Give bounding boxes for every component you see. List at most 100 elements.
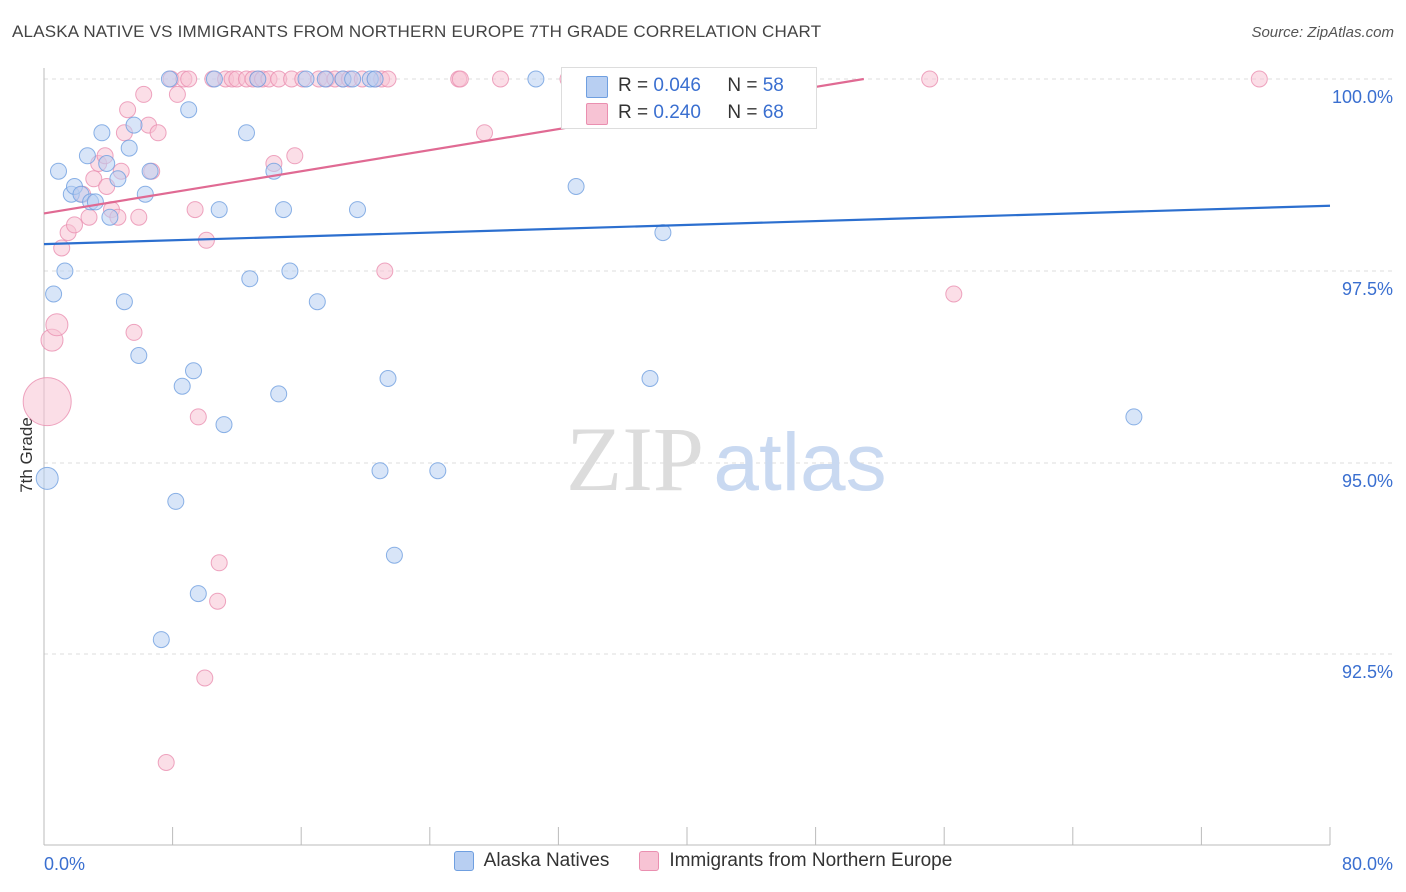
n-value-pink: 68 — [762, 102, 784, 123]
point-alaska-natives[interactable] — [371, 462, 389, 480]
point-immigrants-northern-europe[interactable] — [85, 170, 103, 188]
y-tick-label: 100.0% — [1332, 87, 1393, 107]
y-tick-label: 97.5% — [1342, 279, 1393, 299]
point-alaska-natives[interactable] — [50, 162, 67, 180]
point-alaska-natives[interactable] — [210, 201, 228, 219]
legend-swatch-blue — [453, 851, 474, 871]
point-alaska-natives[interactable] — [130, 347, 148, 364]
point-immigrants-northern-europe[interactable] — [1250, 70, 1268, 88]
axes — [43, 68, 1331, 846]
point-alaska-natives[interactable] — [185, 362, 202, 380]
point-alaska-natives[interactable] — [109, 170, 127, 188]
point-alaska-natives[interactable] — [86, 193, 104, 211]
point-alaska-natives[interactable] — [152, 631, 170, 649]
n-label: N = — [727, 75, 758, 96]
n-label: N = — [727, 102, 758, 123]
point-alaska-natives[interactable] — [275, 201, 292, 219]
legend-label-alaska-natives: Alaska Natives — [483, 850, 610, 871]
point-immigrants-northern-europe[interactable] — [168, 85, 186, 103]
point-alaska-natives[interactable] — [189, 585, 207, 603]
point-alaska-natives[interactable] — [125, 116, 143, 134]
point-immigrants-northern-europe[interactable] — [376, 262, 394, 280]
point-immigrants-northern-europe[interactable] — [492, 70, 509, 88]
legend-label-immigrants-northern-europe: Immigrants from Northern Europe — [669, 850, 953, 871]
point-immigrants-northern-europe[interactable] — [125, 323, 143, 341]
stats-text-pink: R = 0.240 N = 68 — [618, 102, 784, 124]
y-tick-label: 92.5% — [1342, 662, 1393, 682]
point-immigrants-northern-europe[interactable] — [149, 124, 167, 142]
point-alaska-natives[interactable] — [101, 208, 119, 226]
point-alaska-natives[interactable] — [344, 70, 362, 88]
point-immigrants-northern-europe[interactable] — [119, 101, 137, 119]
point-alaska-natives[interactable] — [180, 101, 198, 119]
point-alaska-natives[interactable] — [238, 124, 255, 142]
stats-swatch-pink — [586, 103, 608, 125]
point-immigrants-northern-europe[interactable] — [476, 124, 493, 142]
legend-item-alaska-natives[interactable]: Alaska Natives — [453, 850, 610, 872]
point-immigrants-northern-europe[interactable] — [189, 408, 207, 426]
point-immigrants-northern-europe[interactable] — [451, 70, 469, 88]
point-alaska-natives[interactable] — [160, 70, 178, 88]
gridlines — [44, 78, 1396, 655]
point-alaska-natives[interactable] — [215, 416, 233, 434]
r-value-blue: 0.046 — [653, 75, 701, 96]
point-alaska-natives[interactable] — [241, 270, 259, 288]
point-alaska-natives[interactable] — [366, 70, 384, 88]
point-immigrants-northern-europe[interactable] — [180, 70, 198, 88]
watermark-zip: ZIP — [566, 408, 704, 510]
point-alaska-natives[interactable] — [56, 262, 74, 280]
point-alaska-natives[interactable] — [654, 224, 672, 242]
series-blue-points — [35, 70, 1143, 649]
point-alaska-natives[interactable] — [297, 70, 315, 88]
point-alaska-natives[interactable] — [1125, 408, 1143, 426]
point-immigrants-northern-europe[interactable] — [135, 85, 153, 103]
point-alaska-natives[interactable] — [379, 370, 397, 387]
chart-title: ALASKA NATIVE VS IMMIGRANTS FROM NORTHER… — [12, 22, 822, 41]
point-immigrants-northern-europe[interactable] — [210, 554, 228, 572]
trend-line-alaska-natives — [43, 204, 1331, 246]
point-alaska-natives[interactable] — [167, 492, 185, 510]
point-alaska-natives[interactable] — [93, 124, 111, 142]
point-immigrants-northern-europe[interactable] — [186, 201, 204, 219]
point-alaska-natives[interactable] — [281, 262, 299, 280]
point-alaska-natives[interactable] — [98, 155, 116, 172]
legend-item-immigrants-northern-europe[interactable]: Immigrants from Northern Europe — [639, 850, 952, 872]
point-alaska-natives[interactable] — [78, 147, 96, 165]
n-value-blue: 58 — [762, 75, 784, 96]
point-alaska-natives[interactable] — [349, 201, 366, 219]
point-alaska-natives[interactable] — [249, 70, 267, 88]
point-immigrants-northern-europe[interactable] — [209, 592, 227, 610]
point-immigrants-northern-europe[interactable] — [66, 216, 83, 234]
point-alaska-natives[interactable] — [641, 370, 659, 387]
point-alaska-natives[interactable] — [45, 285, 63, 303]
point-alaska-natives[interactable] — [316, 70, 334, 88]
point-alaska-natives[interactable] — [567, 178, 585, 195]
point-immigrants-northern-europe[interactable] — [286, 147, 304, 165]
point-alaska-natives[interactable] — [429, 462, 447, 480]
point-alaska-natives[interactable] — [141, 162, 159, 180]
point-immigrants-northern-europe[interactable] — [80, 208, 98, 226]
point-alaska-natives[interactable] — [173, 377, 191, 395]
point-immigrants-northern-europe[interactable] — [157, 754, 175, 771]
point-alaska-natives[interactable] — [270, 385, 288, 403]
point-alaska-natives[interactable] — [205, 70, 223, 88]
point-immigrants-northern-europe[interactable] — [130, 208, 148, 226]
point-alaska-natives[interactable] — [385, 546, 403, 564]
legend: Alaska Natives Immigrants from Northern … — [0, 850, 1406, 872]
point-immigrants-northern-europe[interactable] — [945, 285, 963, 303]
x-tick-label: 80.0% — [1342, 854, 1393, 874]
point-alaska-natives[interactable] — [120, 139, 138, 157]
point-alaska-natives[interactable] — [136, 185, 154, 203]
point-immigrants-northern-europe[interactable] — [196, 669, 214, 687]
point-immigrants-northern-europe[interactable] — [45, 313, 69, 337]
watermark-atlas: atlas — [713, 417, 886, 508]
point-alaska-natives[interactable] — [35, 466, 59, 490]
point-alaska-natives[interactable] — [527, 70, 545, 88]
point-immigrants-northern-europe[interactable] — [921, 70, 939, 88]
point-alaska-natives[interactable] — [308, 293, 326, 311]
point-alaska-natives[interactable] — [115, 293, 133, 311]
r-label: R = — [618, 75, 649, 96]
point-immigrants-northern-europe[interactable] — [22, 377, 72, 427]
legend-swatch-pink — [639, 851, 660, 871]
